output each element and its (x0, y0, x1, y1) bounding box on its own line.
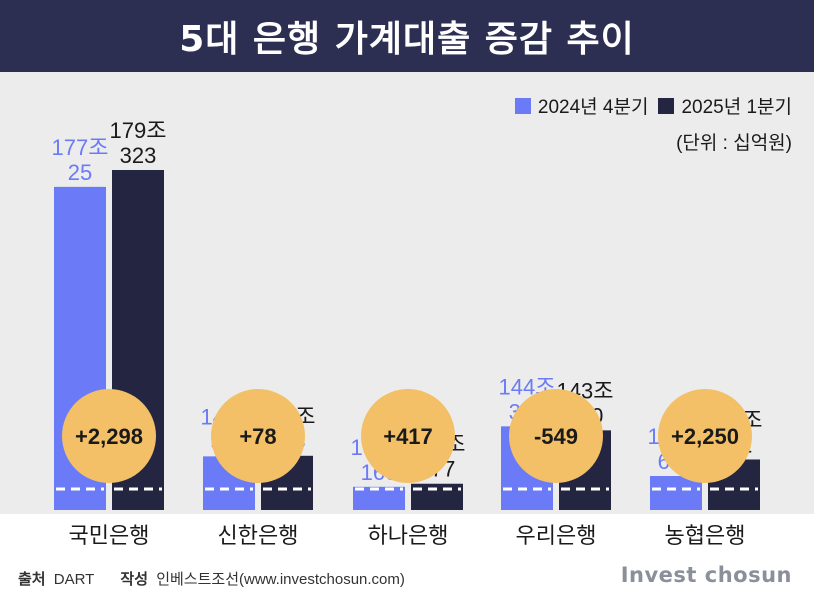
source-label: 출처 (18, 571, 46, 588)
value-label-1-0-0: 177조 (52, 135, 109, 160)
author-value: 인베스트조선(www.investchosun.com) (156, 571, 405, 588)
category-label-1: 신한은행 (218, 523, 299, 548)
change-label-2: +417 (383, 424, 433, 449)
change-label-1: +78 (239, 424, 276, 449)
value-label-1-0-1: 25 (68, 160, 92, 185)
bar-1-4 (650, 476, 702, 510)
change-label-3: -549 (534, 424, 578, 449)
bar-1-2 (353, 486, 405, 510)
legend-swatch-series1 (514, 97, 531, 114)
title-bar: 5대 은행 가계대출 증감 추이 (0, 0, 814, 72)
chart-title: 5대 은행 가계대출 증감 추이 (179, 19, 635, 60)
legend-swatch-series2 (658, 97, 675, 114)
change-label-0: +2,298 (75, 424, 143, 449)
unit-label: (단위 : 십억원) (676, 133, 792, 154)
category-label-0: 국민은행 (69, 523, 150, 548)
change-bubble-0 (62, 389, 156, 483)
category-label-4: 농협은행 (665, 523, 746, 548)
value-label-2-0-1: 323 (120, 143, 157, 168)
legend-item-series1: 2024년 4분기 (514, 92, 649, 119)
change-bubble-3 (509, 389, 603, 483)
legend-item-series2: 2025년 1분기 (658, 92, 792, 119)
value-label-2-0-0: 179조 (110, 118, 167, 143)
legend-label-series2: 2025년 1분기 (681, 97, 792, 118)
change-bubble-2 (361, 389, 455, 483)
change-label-4: +2,250 (671, 424, 739, 449)
source-note: 출처 DART 작성 인베스트조선(www.investchosun.com) (18, 568, 405, 589)
source-value: DART (53, 571, 95, 588)
category-label-2: 하나은행 (368, 523, 449, 548)
author-label: 작성 (120, 571, 149, 588)
category-label-3: 우리은행 (516, 523, 597, 548)
change-bubble-1 (211, 389, 305, 483)
change-bubble-4 (658, 389, 752, 483)
legend-label-series1: 2024년 4분기 (537, 97, 649, 118)
brand-logo: Invest chosun (620, 563, 792, 587)
legend: 2024년 4분기 2025년 1분기 (514, 92, 792, 119)
